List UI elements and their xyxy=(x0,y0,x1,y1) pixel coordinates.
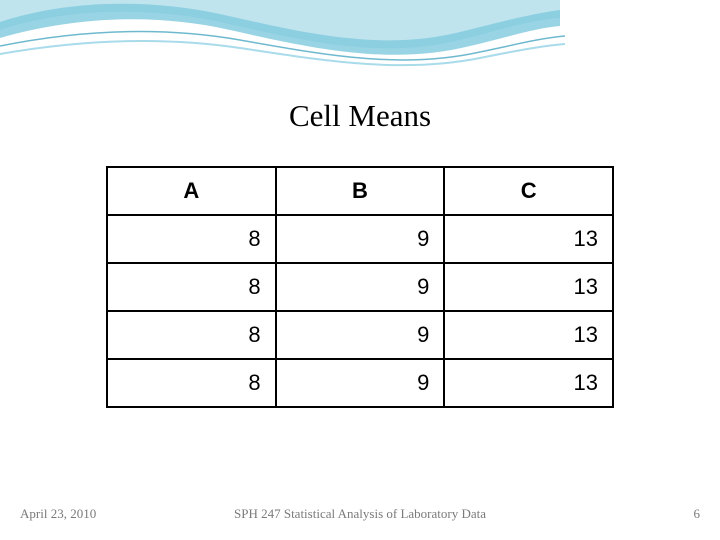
footer-page-number: 6 xyxy=(694,506,701,522)
cell: 13 xyxy=(444,263,613,311)
col-header-c: C xyxy=(444,167,613,215)
wave-decoration xyxy=(0,0,720,80)
cell: 13 xyxy=(444,311,613,359)
col-header-a: A xyxy=(107,167,276,215)
table-row: 8 9 13 xyxy=(107,215,613,263)
cell: 13 xyxy=(444,359,613,407)
cell: 8 xyxy=(107,263,276,311)
footer-course-title: SPH 247 Statistical Analysis of Laborato… xyxy=(0,506,720,522)
table-row: 8 9 13 xyxy=(107,311,613,359)
cell: 8 xyxy=(107,359,276,407)
cell: 9 xyxy=(276,263,445,311)
cell: 13 xyxy=(444,215,613,263)
slide-title: Cell Means xyxy=(0,98,720,134)
table-row: 8 9 13 xyxy=(107,359,613,407)
table-row: 8 9 13 xyxy=(107,263,613,311)
col-header-b: B xyxy=(276,167,445,215)
cell: 9 xyxy=(276,215,445,263)
cell: 9 xyxy=(276,311,445,359)
cell: 9 xyxy=(276,359,445,407)
table-header-row: A B C xyxy=(107,167,613,215)
cell: 8 xyxy=(107,215,276,263)
cell: 8 xyxy=(107,311,276,359)
cell-means-table: A B C 8 9 13 8 9 13 8 9 13 8 9 xyxy=(106,166,614,408)
